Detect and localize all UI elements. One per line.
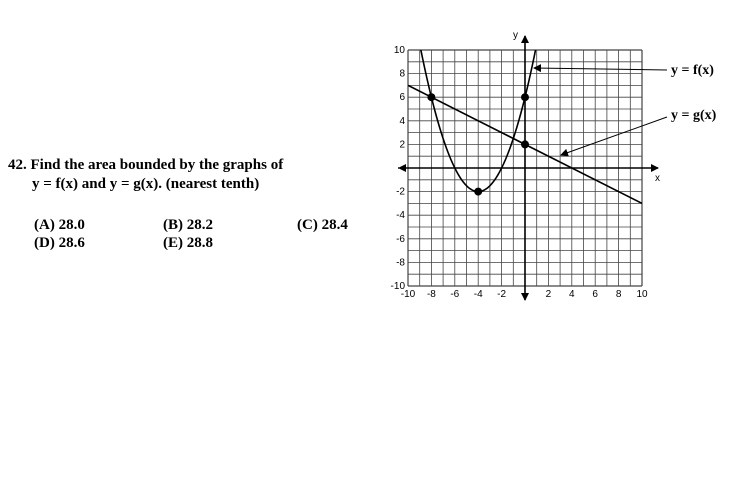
x-tick-label: 8 — [616, 289, 622, 300]
callouts: y = f(x) y = g(x) — [533, 63, 717, 157]
x-tick-label: 10 — [636, 289, 648, 300]
y-tick-label: -8 — [396, 257, 405, 268]
y-tick-label: 2 — [399, 139, 405, 150]
x-tick-label: -4 — [474, 289, 483, 300]
callout-f-label: y = f(x) — [671, 63, 714, 78]
y-tick-label: 8 — [399, 69, 405, 80]
x-tick-label: -6 — [450, 289, 459, 300]
choice-c[interactable]: (C) 28.4 — [297, 217, 348, 233]
y-tick-label: 4 — [399, 116, 405, 127]
choice-a[interactable]: (A) 28.0 — [34, 217, 85, 233]
marked-point — [474, 187, 483, 196]
callout-f-arrow — [533, 64, 668, 73]
y-tick-label: -2 — [396, 187, 405, 198]
choice-e[interactable]: (E) 28.8 — [163, 235, 213, 251]
x-tick-label: 6 — [592, 289, 598, 300]
callout-g-label: y = g(x) — [671, 108, 717, 123]
y-tick-label: -10 — [391, 281, 406, 292]
x-tick-label: -2 — [497, 289, 506, 300]
x-tick-label: 2 — [546, 289, 552, 300]
y-tick-label: -6 — [396, 234, 405, 245]
x-tick-label: 4 — [569, 289, 575, 300]
marked-point — [521, 140, 529, 149]
y-axis-bottom-arrow — [521, 293, 529, 301]
marked-points — [427, 93, 529, 196]
x-tick-label: -8 — [427, 289, 436, 300]
choice-d[interactable]: (D) 28.6 — [34, 235, 85, 251]
y-axis-label: y — [513, 30, 518, 41]
marked-point — [427, 93, 436, 102]
x-tick-label: -10 — [401, 289, 416, 300]
axes: xy — [398, 30, 660, 301]
x-axis-label: x — [655, 173, 660, 184]
choice-b[interactable]: (B) 28.2 — [163, 217, 213, 233]
x-axis-left-arrow — [398, 164, 406, 172]
y-tick-label: 10 — [394, 45, 406, 56]
tick-labels: -10 -8 -6 -4 -2 2 4 6 8 10 10 8 6 4 2 -2 -4 -6 -8 -10 — [391, 45, 648, 300]
callout-g-arrow — [560, 116, 668, 157]
y-tick-label: 6 — [399, 92, 405, 103]
question-prompt-equations: y = f(x) and y = g(x). (nearest tenth) — [32, 176, 260, 192]
marked-point — [521, 93, 529, 102]
grid-lines — [407, 49, 643, 287]
question-prompt: 42. Find the area bounded by the graphs … — [8, 157, 284, 173]
y-tick-label: -4 — [396, 210, 405, 221]
